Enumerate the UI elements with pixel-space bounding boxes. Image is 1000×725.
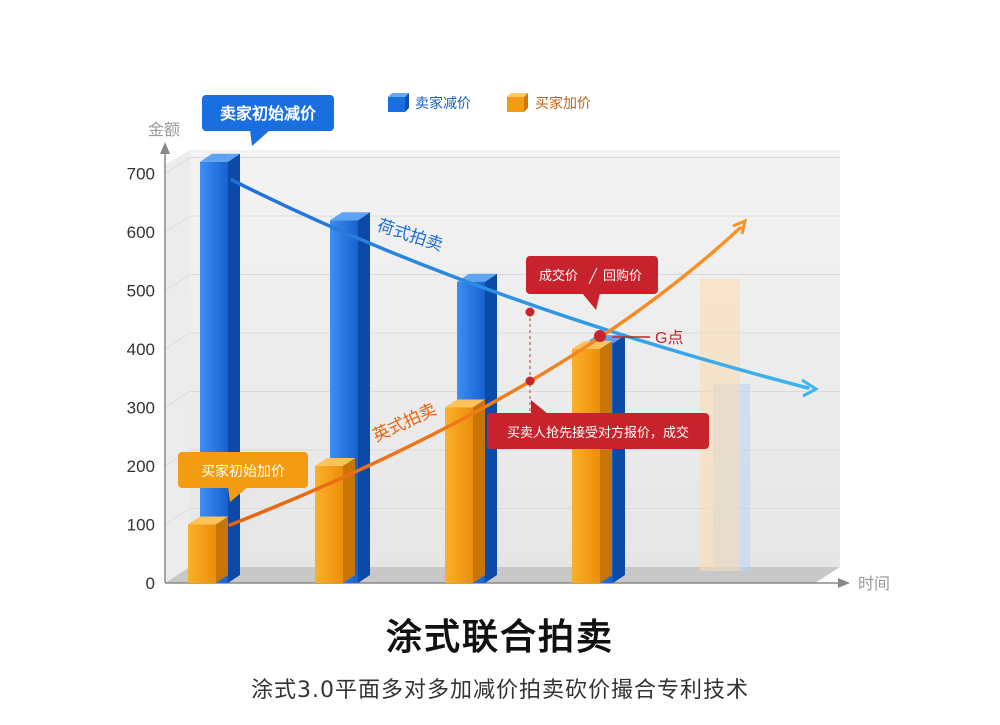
seller-bar-side <box>228 153 240 584</box>
seller-bar-side <box>613 335 625 583</box>
seller-bar-top <box>330 212 370 221</box>
english-curve-arrowhead <box>732 218 748 235</box>
buyer-bar-top <box>445 399 485 408</box>
buyer-bar-side <box>216 516 228 583</box>
y-tick-label: 200 <box>127 457 155 476</box>
y-tick-label: 400 <box>127 340 155 359</box>
buyer-start-text: 买家初始加价 <box>201 463 285 479</box>
buyer-bar-top <box>188 516 228 525</box>
legend-item-buyer: 买家加价 <box>507 93 591 112</box>
y-tick-label: 0 <box>146 574 155 593</box>
gridline-side <box>164 215 191 233</box>
y-tick-label: 300 <box>127 399 155 418</box>
buyer-bar-side <box>343 458 355 583</box>
early-accept-text: 买卖人抢先接受对方报价，成交 <box>507 425 689 440</box>
y-axis-arrow <box>160 142 170 154</box>
seller-start-callout: 卖家初始减价 <box>202 95 334 146</box>
deal-price-callout: 成交价 回购价 <box>526 256 658 310</box>
y-tick-label: 700 <box>127 165 155 184</box>
legend-buyer-label: 买家加价 <box>535 95 591 111</box>
english-auction-curve <box>228 226 742 527</box>
buyer-bar <box>188 524 216 583</box>
early-deal-seller-dot <box>525 307 535 317</box>
buyback-price-text: 回购价 <box>603 268 642 283</box>
seller-bar-top <box>200 153 240 162</box>
early-deal-buyer-dot <box>525 376 535 386</box>
page-subtitle: 涂式3.0平面多对多加减价拍卖砍价撮合专利技术 <box>251 678 749 703</box>
x-axis-label: 时间 <box>858 575 890 593</box>
chart-side-wall <box>165 150 190 583</box>
buyer-bar-side <box>600 341 612 583</box>
dutch-curve-arrowhead <box>801 378 819 398</box>
dutch-auction-curve <box>230 178 810 390</box>
seller-bar-top <box>457 273 497 282</box>
buyer-bar <box>445 407 473 583</box>
y-tick-label: 600 <box>127 223 155 242</box>
gridline-side <box>164 508 191 525</box>
gridline-side <box>164 332 191 350</box>
gridline-side <box>164 391 191 408</box>
buyer-bar-side <box>473 399 485 583</box>
g-point-dot <box>594 330 606 342</box>
early-accept-callout: 买卖人抢先接受对方报价，成交 <box>487 400 709 449</box>
seller-start-text: 卖家初始减价 <box>220 104 317 123</box>
y-tick-label: 100 <box>127 516 155 535</box>
y-axis-label: 金额 <box>148 121 180 139</box>
buyer-start-callout: 买家初始加价 <box>178 452 308 502</box>
legend: 卖家减价 买家加价 <box>388 93 591 112</box>
buyer-bar-top <box>572 341 612 349</box>
x-axis-arrow <box>838 578 850 588</box>
gridline-side <box>164 274 191 291</box>
y-tick-label: 500 <box>127 282 155 301</box>
gridline-side <box>164 157 191 174</box>
legend-item-seller: 卖家减价 <box>388 93 471 112</box>
page-title: 涂式联合拍卖 <box>385 617 614 658</box>
legend-seller-label: 卖家减价 <box>415 95 471 111</box>
seller-bar-side <box>358 212 370 584</box>
g-point-label: G点 <box>655 329 683 347</box>
seller-bar <box>200 161 228 584</box>
buyer-bar <box>572 349 600 583</box>
deal-price-text: 成交价 <box>539 268 578 283</box>
buyer-bar-top <box>315 458 355 466</box>
